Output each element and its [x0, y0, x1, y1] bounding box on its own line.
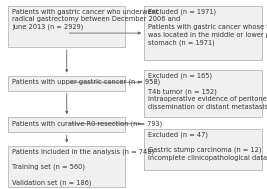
FancyBboxPatch shape	[8, 76, 125, 91]
FancyBboxPatch shape	[144, 129, 262, 170]
Text: Patients with gastric cancer who underwent
radical gastrectomy between December : Patients with gastric cancer who underwe…	[12, 9, 180, 30]
FancyBboxPatch shape	[8, 6, 125, 47]
Text: Excluded (n = 1971)

Patients with gastric cancer whose tumor center
was located: Excluded (n = 1971) Patients with gastri…	[148, 9, 267, 46]
FancyBboxPatch shape	[144, 6, 262, 60]
Text: Patients with upper gastric cancer (n = 958): Patients with upper gastric cancer (n = …	[12, 78, 160, 85]
Text: Excluded (n = 165)

T4b tumor (n = 152)
Intraoperative evidence of peritoneal
di: Excluded (n = 165) T4b tumor (n = 152) I…	[148, 73, 267, 110]
Text: Patients included in the analysis (n = 748)

Training set (n = 560)

Validation : Patients included in the analysis (n = 7…	[12, 148, 154, 186]
FancyBboxPatch shape	[8, 117, 125, 132]
Text: Patients with curative R0 resection (n = 793): Patients with curative R0 resection (n =…	[12, 120, 162, 126]
FancyBboxPatch shape	[144, 70, 262, 117]
Text: Excluded (n = 47)

Gastric stump carcinoma (n = 12)
Incomplete clinicopathologic: Excluded (n = 47) Gastric stump carcinom…	[148, 131, 267, 161]
FancyBboxPatch shape	[8, 146, 125, 187]
